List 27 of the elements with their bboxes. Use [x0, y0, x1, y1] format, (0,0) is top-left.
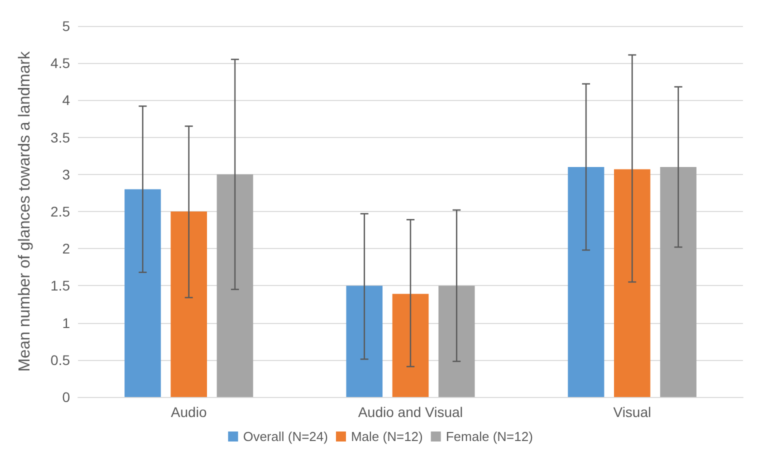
legend-label: Overall (N=24) [243, 429, 328, 444]
y-tick-label: 4 [62, 92, 70, 108]
bar [614, 169, 650, 397]
x-tick-label: Audio [170, 404, 207, 420]
bar [124, 189, 161, 397]
legend-label: Female (N=12) [446, 429, 533, 444]
y-tick-label: 3 [62, 166, 70, 182]
bar [170, 212, 207, 397]
y-tick-label: 1.5 [50, 278, 70, 294]
legend-label: Male (N=12) [350, 429, 423, 444]
bar [216, 174, 254, 397]
bar [568, 166, 604, 397]
y-tick-label: 1 [62, 314, 70, 331]
x-tick-label: Visual [613, 404, 652, 420]
bar [392, 294, 429, 397]
y-tick-label: 4.5 [50, 55, 70, 72]
y-tick-label: 2 [62, 240, 70, 257]
bar [660, 166, 696, 397]
y-tick-label: 5 [62, 18, 70, 34]
y-axis-title: Mean number of glances towards a landmark [16, 50, 34, 372]
y-tick-label: 2.5 [50, 204, 70, 220]
y-tick-label: 3.5 [50, 129, 70, 146]
y-tick-label: 0.5 [50, 352, 70, 368]
x-tick-label: Audio and Visual [358, 404, 463, 420]
y-tick-label: 0 [62, 389, 70, 405]
bar [438, 286, 475, 397]
bar [346, 286, 383, 397]
